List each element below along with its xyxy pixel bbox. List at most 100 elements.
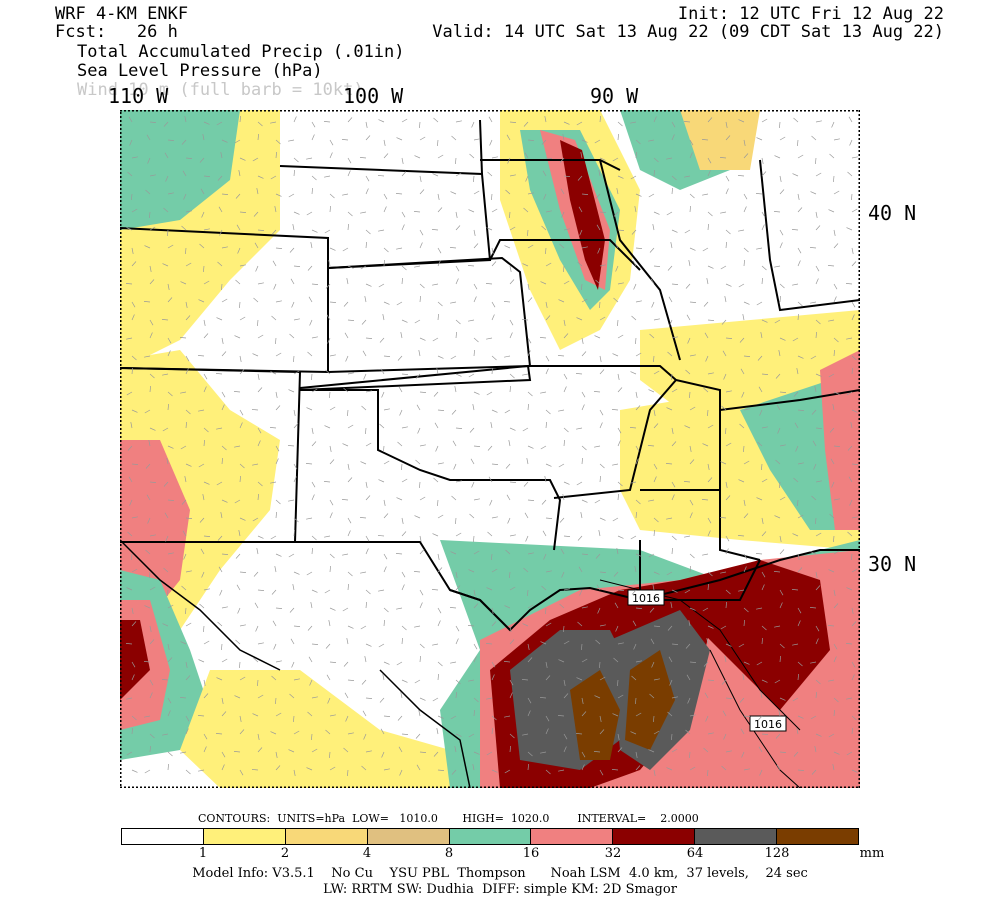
wind-barb — [473, 751, 480, 755]
wind-barb — [347, 679, 355, 681]
wind-barb — [704, 332, 709, 339]
wind-barb — [347, 157, 352, 164]
wind-barb — [667, 625, 673, 631]
wind-barb — [774, 625, 781, 628]
lat-label-30n: 30 N — [868, 552, 917, 576]
wind-barb — [165, 535, 169, 542]
wind-barb — [599, 463, 605, 469]
wind-barb — [131, 621, 137, 627]
wind-barb — [131, 715, 137, 721]
wind-barb — [686, 674, 691, 681]
wind-barb — [198, 659, 205, 663]
wind-barb — [791, 589, 799, 591]
wind-barb — [743, 193, 748, 200]
wind-barb — [616, 548, 619, 555]
wind-barb — [851, 156, 858, 159]
wind-barb — [198, 769, 205, 772]
wind-barb — [347, 170, 351, 177]
wind-barb — [759, 409, 763, 416]
wind-barb — [779, 229, 784, 236]
wind-barb — [689, 391, 691, 399]
wind-barb — [287, 445, 295, 447]
wind-barb — [167, 643, 170, 650]
wind-barb — [617, 427, 622, 434]
wind-barb — [257, 319, 259, 327]
wind-barb — [792, 697, 799, 702]
wind-barb — [239, 463, 245, 469]
wind-barb — [833, 643, 838, 650]
wind-barb — [599, 769, 604, 776]
wind-barb — [581, 499, 588, 503]
wind-barb — [833, 243, 839, 249]
wind-barb — [743, 661, 750, 665]
wind-barb — [419, 295, 421, 303]
wind-barb — [343, 301, 349, 307]
wind-barb — [181, 585, 187, 591]
wind-barb — [815, 679, 821, 685]
wind-barb — [383, 553, 388, 560]
wind-barb — [365, 601, 367, 609]
contours-info: CONTOURS: UNITS=hPa LOW= 1010.0 HIGH= 10… — [198, 812, 699, 825]
wind-barb — [829, 153, 835, 159]
wind-barb — [275, 445, 280, 452]
wind-barb — [221, 391, 226, 398]
wind-barb — [828, 733, 835, 738]
wind-barb — [149, 319, 154, 326]
wind-barb — [577, 175, 583, 181]
wind-barb — [127, 445, 133, 451]
wind-barb — [327, 697, 331, 704]
wind-barb — [812, 440, 817, 447]
wind-barb — [828, 319, 835, 322]
wind-barb — [527, 710, 531, 717]
wind-barb — [362, 350, 367, 357]
wind-barb — [288, 553, 295, 558]
wind-barb — [145, 189, 151, 195]
wind-barb — [238, 170, 241, 177]
colorbar-tick-label: 8 — [444, 846, 454, 861]
wind-barb — [221, 751, 226, 758]
wind-barb — [167, 589, 169, 597]
wind-barb — [743, 206, 747, 213]
wind-barb — [203, 439, 205, 447]
wind-barb — [557, 715, 565, 717]
wind-barb — [527, 499, 535, 501]
wind-barb — [144, 605, 151, 609]
wind-barb — [599, 729, 605, 735]
wind-barb — [756, 497, 763, 501]
wind-barb — [850, 422, 853, 429]
wind-barb — [576, 481, 583, 486]
colorbar-swatch — [122, 829, 204, 844]
wind-barb — [401, 517, 404, 524]
wind-barb — [449, 607, 457, 609]
wind-barb — [437, 607, 442, 614]
wind-barb — [649, 693, 655, 699]
wind-barb — [203, 746, 207, 753]
wind-barb — [792, 533, 799, 537]
wind-barb — [561, 211, 565, 218]
wind-barb — [615, 265, 619, 272]
wind-barb — [275, 458, 279, 465]
wind-barb — [509, 373, 515, 379]
wind-barb — [738, 119, 745, 123]
wind-barb — [437, 260, 441, 267]
wind-barb — [563, 175, 571, 177]
wind-barb — [653, 678, 660, 681]
wind-barb — [221, 711, 227, 717]
wind-barb — [167, 283, 170, 290]
wind-barb — [797, 607, 802, 614]
wind-barb — [383, 247, 389, 253]
wind-barb — [329, 751, 331, 759]
wind-barb — [761, 319, 768, 323]
wind-barb — [311, 733, 313, 741]
wind-barb — [653, 265, 661, 267]
wind-barb — [779, 337, 786, 341]
wind-barb — [239, 571, 247, 573]
colorbar-tick-label: 128 — [764, 846, 790, 861]
wind-barb — [288, 139, 295, 142]
wind-barb — [311, 441, 317, 447]
wind-barb — [252, 157, 259, 162]
wind-barb — [185, 675, 191, 681]
wind-barb — [311, 481, 316, 488]
wind-barb — [651, 301, 655, 308]
wind-barb — [221, 337, 224, 344]
